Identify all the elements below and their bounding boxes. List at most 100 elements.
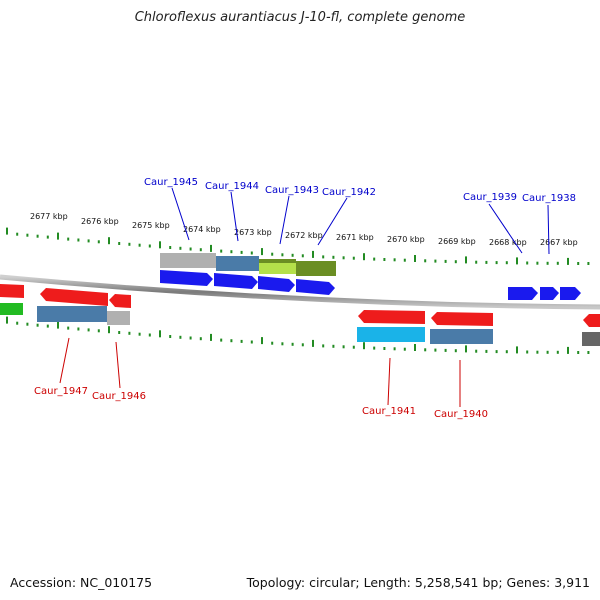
- gene-arrow[interactable]: [258, 276, 295, 292]
- minor-tick: [281, 253, 284, 257]
- gene-label[interactable]: Caur_1943: [265, 185, 319, 196]
- minor-tick: [383, 258, 386, 261]
- major-tick: [57, 321, 59, 329]
- minor-tick: [373, 257, 376, 261]
- reverse-gene-arrows: [0, 284, 600, 327]
- minor-tick: [281, 342, 284, 346]
- gene-arrow[interactable]: [560, 287, 581, 300]
- lower-tick-row: [6, 316, 590, 354]
- minor-tick: [332, 344, 335, 348]
- minor-tick: [199, 248, 202, 252]
- minor-tick: [220, 249, 223, 253]
- minor-tick: [271, 341, 274, 345]
- minor-tick: [495, 261, 498, 265]
- minor-tick: [424, 348, 427, 352]
- minor-tick: [67, 326, 70, 330]
- major-tick: [414, 344, 416, 351]
- reverse-gene-labels: Caur_1947 Caur_1946 Caur_1941 Caur_1940: [34, 386, 488, 420]
- minor-tick: [179, 246, 182, 250]
- kbp-label: 2667 kbp: [540, 238, 578, 247]
- kbp-label: 2676 kbp: [81, 217, 119, 226]
- minor-tick: [526, 350, 529, 354]
- gene-label[interactable]: Caur_1942: [322, 187, 376, 198]
- major-tick: [414, 255, 416, 262]
- minor-tick: [189, 247, 192, 251]
- minor-tick: [332, 255, 335, 259]
- major-tick: [261, 248, 263, 256]
- gene-arrow[interactable]: [583, 314, 600, 327]
- major-tick: [516, 346, 518, 354]
- gene-block[interactable]: [430, 329, 493, 344]
- gene-label[interactable]: Caur_1938: [522, 193, 576, 204]
- minor-tick: [271, 252, 274, 256]
- minor-tick: [556, 350, 559, 354]
- major-tick: [210, 244, 212, 252]
- minor-tick: [587, 262, 590, 265]
- kbp-label: 2677 kbp: [30, 212, 68, 221]
- major-tick: [108, 237, 110, 245]
- minor-tick: [169, 246, 172, 249]
- gene-arrow[interactable]: [540, 287, 559, 300]
- minor-tick: [393, 258, 396, 262]
- minor-tick: [454, 260, 457, 264]
- major-tick: [210, 333, 212, 341]
- gene-block[interactable]: [37, 306, 107, 322]
- major-tick: [567, 257, 569, 265]
- gene-arrow[interactable]: [40, 288, 108, 306]
- kbp-scale: 2677 kbp 2676 kbp 2675 kbp 2674 kbp 2673…: [30, 212, 578, 247]
- major-tick: [6, 227, 8, 235]
- minor-tick: [138, 243, 141, 247]
- minor-tick: [352, 345, 355, 349]
- gene-arrow[interactable]: [109, 294, 131, 308]
- gene-arrow[interactable]: [358, 310, 425, 324]
- gene-label[interactable]: Caur_1945: [144, 177, 198, 188]
- gene-block[interactable]: [107, 311, 130, 325]
- minor-tick: [403, 258, 406, 262]
- minor-tick: [36, 234, 39, 238]
- minor-tick: [577, 351, 580, 354]
- minor-tick: [485, 349, 488, 353]
- gene-block[interactable]: [259, 259, 296, 263]
- minor-tick: [434, 259, 437, 263]
- gene-arrow[interactable]: [508, 287, 538, 300]
- minor-tick: [148, 333, 151, 337]
- minor-tick: [250, 340, 253, 344]
- gene-block[interactable]: [0, 303, 23, 315]
- forward-leader-lines: [171, 187, 550, 255]
- minor-tick: [189, 336, 192, 340]
- minor-tick: [505, 350, 508, 354]
- minor-tick: [138, 332, 141, 336]
- gene-label[interactable]: Caur_1947: [34, 386, 88, 397]
- gene-block[interactable]: [296, 261, 336, 276]
- minor-tick: [291, 342, 294, 346]
- minor-tick: [36, 323, 39, 327]
- minor-tick: [46, 235, 49, 239]
- minor-tick: [230, 339, 233, 343]
- gene-label[interactable]: Caur_1946: [92, 391, 146, 402]
- minor-tick: [240, 250, 243, 254]
- kbp-label: 2674 kbp: [183, 225, 221, 234]
- minor-tick: [444, 348, 447, 352]
- gene-label[interactable]: Caur_1940: [434, 409, 488, 420]
- gene-block[interactable]: [216, 256, 259, 271]
- major-tick: [261, 337, 263, 345]
- gene-arrow[interactable]: [296, 279, 335, 295]
- minor-tick: [118, 331, 121, 334]
- minor-tick: [322, 255, 325, 259]
- gene-arrow[interactable]: [431, 312, 493, 326]
- minor-tick: [495, 350, 498, 354]
- gene-label[interactable]: Caur_1944: [205, 181, 259, 192]
- gene-label[interactable]: Caur_1939: [463, 192, 517, 203]
- minor-tick: [67, 237, 70, 241]
- gene-block[interactable]: [160, 253, 216, 268]
- gene-block[interactable]: [357, 327, 425, 342]
- minor-tick: [118, 242, 121, 245]
- minor-tick: [393, 347, 396, 351]
- gene-arrow[interactable]: [214, 273, 258, 289]
- gene-arrow[interactable]: [0, 284, 24, 298]
- gene-label[interactable]: Caur_1941: [362, 406, 416, 417]
- gene-block[interactable]: [582, 332, 600, 346]
- minor-tick: [46, 324, 49, 328]
- gene-arrow[interactable]: [160, 270, 213, 286]
